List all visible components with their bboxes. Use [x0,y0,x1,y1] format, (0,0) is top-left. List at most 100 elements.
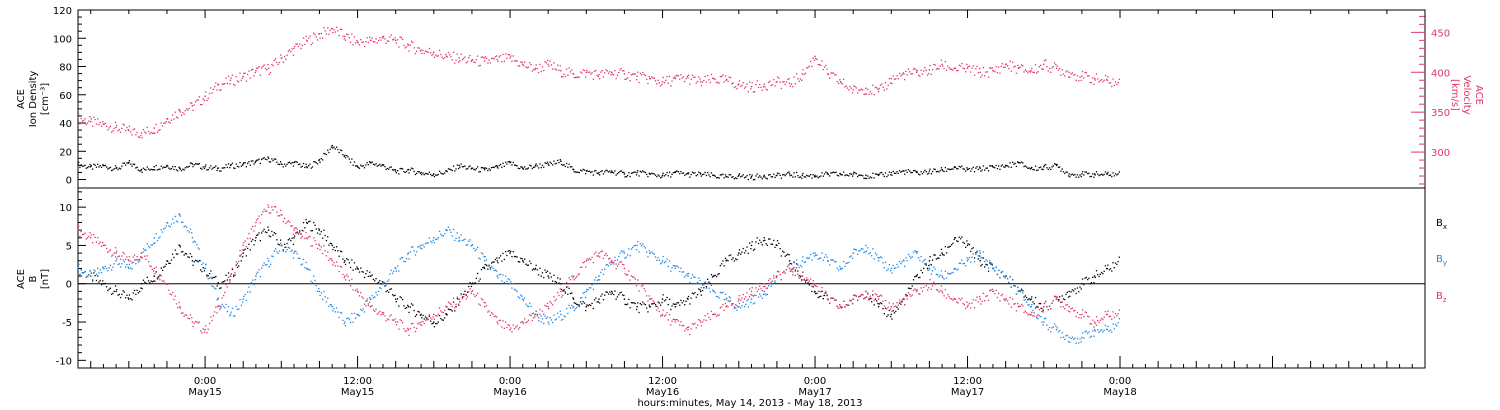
velocity-series-point [1036,72,1038,74]
bz-series-sample [433,313,435,316]
ion-density-series-point [735,177,737,179]
bz-series-point [581,266,583,268]
ion-density-series-point [647,176,649,178]
bz-series-sample [420,321,422,323]
bx-series-point [881,303,883,305]
bx-series-point [215,275,217,278]
bz-series-sample [344,275,346,277]
by-series-point [349,321,352,324]
bx-series-point [395,301,397,303]
ion-density-series-point [1102,174,1104,176]
by-series-point [986,260,988,262]
velocity-series-sample [433,51,435,54]
ion-density-series-point [410,167,413,169]
ion-density-series-point [830,172,832,174]
date-tick-label: May18 [1103,387,1136,398]
bz-series-sample [534,313,537,316]
by-series-point [709,291,711,293]
by-series-point [244,293,246,296]
by-series-point [524,297,526,299]
bx-series-point [1028,298,1030,300]
bz-series-sample [89,237,92,239]
bx-series-point [601,293,603,295]
bx-series-point [412,304,414,306]
ion-density-series-point [442,173,444,175]
bx-series-point [422,314,424,317]
bz-series-point [1093,326,1095,328]
by-series-point [394,267,396,269]
ion-density-series-point [876,173,878,175]
velocity-series-sample [1093,77,1096,80]
ion-density-series-point [86,166,89,169]
bz-series-point [890,308,892,310]
by-series-point [122,259,124,261]
by-series-point [704,281,706,283]
by-series-point [436,238,438,240]
bz-series-point [981,300,983,302]
bz-series-point [423,322,425,325]
ion-density-series-point [83,165,85,167]
bz-series-point [450,303,452,305]
ion-density-series-point [349,161,352,163]
ion-density-series-point [765,177,767,179]
bx-series-point [588,304,591,306]
ion-density-series-point [1048,167,1051,169]
ion-density-series-point [827,173,829,176]
bx-series-point [328,244,330,246]
bottom-panel-frame [77,187,1426,369]
velocity-series-sample [166,117,168,120]
by-series-point [309,269,311,271]
by-series-point [480,252,483,254]
bz-series-point [548,308,550,310]
ion-density-series-point [681,172,683,174]
ion-density-series-point [269,161,272,163]
velocity-series-sample [344,35,346,38]
bx-series-point [220,287,222,289]
bz-series-point [633,276,635,279]
by-series-point [794,268,796,270]
velocity-series-point [98,123,100,126]
velocity-series-point [934,64,936,66]
density-tick-label: 120 [53,6,72,17]
bx-series-point [1075,292,1077,295]
ion-density-series-point [832,171,835,173]
bz-series-point [158,277,160,279]
bz-series-point [296,228,298,230]
by-series-point [198,248,200,250]
bx-series-point [701,289,704,292]
velocity-series-point [782,81,784,83]
by-series-sample [229,313,232,316]
ion-density-series-point [746,175,748,177]
ion-density-series-sample [826,173,829,175]
ion-density-series-point [583,169,586,171]
velocity-series-point [848,89,850,91]
by-series-point [231,307,234,310]
by-series-sample [89,275,92,277]
ion-density-series-point [275,158,277,160]
ion-density-series-point [409,169,411,171]
by-series-point [891,272,893,274]
by-series-point [769,282,771,285]
by-series-point [661,262,663,264]
bx-series-sample [725,260,727,262]
bz-series-point [168,289,170,291]
velocity-series-point [186,108,188,110]
bx-series-point [868,299,870,301]
bz-series-point [155,266,157,268]
bz-series-point [205,325,207,327]
velocity-series-sample [915,71,918,74]
bx-series-point [297,233,300,235]
by-series-point [383,281,385,283]
bz-series-point [327,251,329,253]
velocity-series-point [1065,71,1067,73]
bx-series-point [276,239,278,241]
bx-series-sample [178,244,181,247]
ion-density-series-sample [712,174,715,177]
bz-series-point [944,288,946,291]
bx-series-point [356,266,358,268]
ion-density-series-point [153,169,155,171]
ion-density-series-point [874,173,877,175]
bz-series-point [85,238,87,240]
bz-series-point [1048,305,1051,307]
velocity-series-point [474,61,476,64]
